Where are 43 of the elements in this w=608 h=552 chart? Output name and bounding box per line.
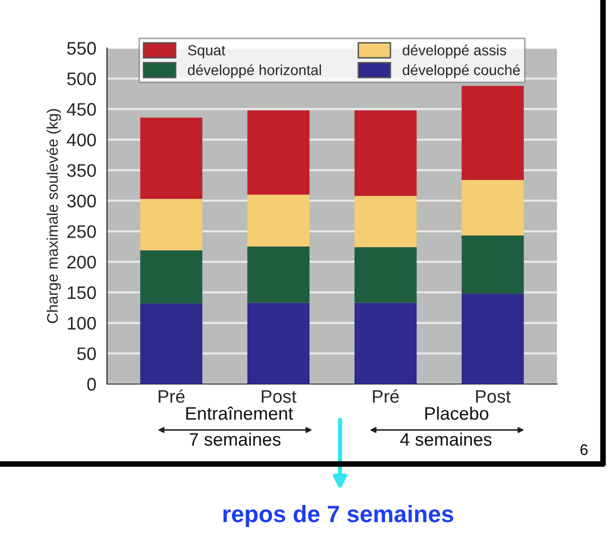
y-tick-label: 300 bbox=[67, 194, 96, 208]
bar bbox=[354, 196, 417, 248]
text: repos de 7 semaines bbox=[223, 504, 454, 528]
legend-label: développé horizontal bbox=[188, 64, 321, 78]
bar bbox=[247, 246, 310, 303]
bar bbox=[140, 118, 202, 199]
x-tick-label: Pré bbox=[373, 389, 399, 403]
bar bbox=[140, 250, 202, 304]
text: 4 semaines bbox=[400, 432, 492, 446]
legend-label: développé couché bbox=[402, 64, 520, 78]
bar bbox=[247, 110, 310, 195]
x-tick-label: Pré bbox=[158, 389, 185, 403]
x-tick-label: Post bbox=[262, 390, 296, 403]
bar bbox=[247, 302, 310, 384]
text: Placebo bbox=[425, 406, 488, 420]
bar bbox=[462, 180, 524, 236]
bar bbox=[140, 303, 202, 384]
y-tick-label: 400 bbox=[66, 134, 96, 146]
y-axis-title: Charge maximale soulevée (kg) bbox=[46, 109, 61, 324]
y-tick-label: 550 bbox=[67, 42, 96, 55]
legend-label: Squat bbox=[188, 45, 226, 58]
bar bbox=[140, 198, 202, 250]
y-tick-label: 200 bbox=[67, 256, 96, 269]
y-tick-label: 450 bbox=[66, 103, 96, 116]
y-tick-label: 350 bbox=[67, 164, 96, 177]
y-tick-label: 250 bbox=[67, 225, 96, 238]
text: 6 bbox=[580, 444, 588, 456]
y-tick-label: 0 bbox=[87, 378, 96, 391]
text: 7 semaines bbox=[190, 432, 281, 446]
x-tick-label: Post bbox=[476, 390, 511, 403]
bar bbox=[247, 194, 310, 247]
bar bbox=[462, 294, 524, 384]
bar bbox=[462, 86, 524, 180]
bar bbox=[354, 110, 417, 196]
bar bbox=[462, 236, 524, 294]
y-tick-label: 50 bbox=[77, 347, 96, 360]
legend-label: développé assis bbox=[402, 44, 506, 58]
y-tick-label: 500 bbox=[67, 72, 96, 86]
text: Entraînement bbox=[186, 406, 294, 420]
bar bbox=[354, 302, 417, 384]
y-tick-label: 150 bbox=[68, 286, 96, 300]
bar bbox=[354, 247, 417, 303]
y-tick-label: 100 bbox=[68, 316, 96, 330]
